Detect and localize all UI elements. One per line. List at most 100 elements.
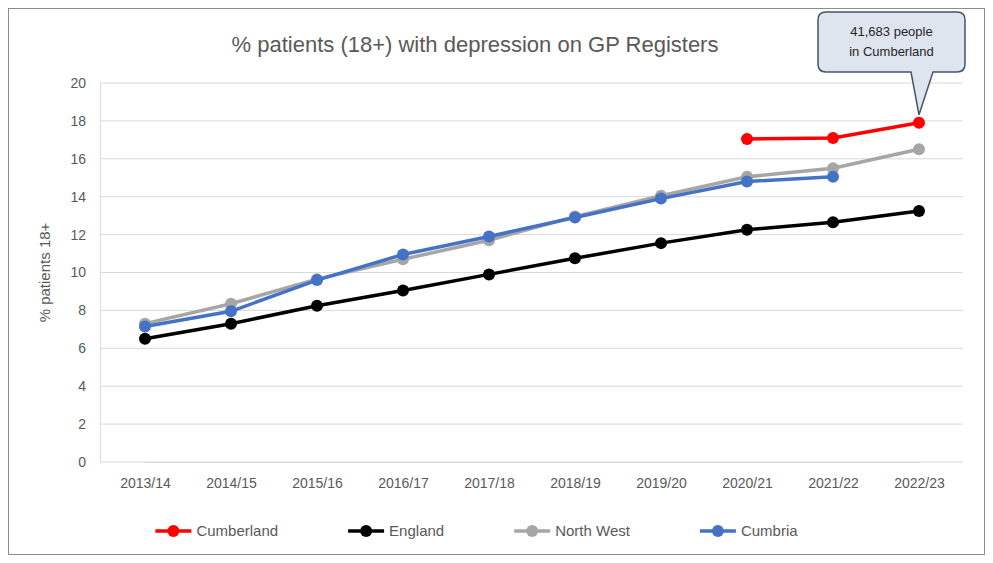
y-tick: 4	[78, 378, 100, 394]
y-axis-title: % patients 18+	[36, 222, 53, 322]
chart-frame	[9, 9, 985, 555]
y-tick-label: 20	[70, 75, 86, 91]
point-marker	[311, 274, 323, 286]
legend-marker	[526, 525, 538, 537]
y-axis-line	[100, 84, 101, 463]
point-marker	[913, 205, 925, 217]
x-tick: 2020/21	[722, 462, 773, 491]
y-tick: 12	[70, 227, 100, 243]
y-tick: 16	[70, 151, 100, 167]
legend-item: Cumbria	[700, 522, 798, 539]
grid-line	[100, 462, 963, 463]
x-tick-label: 2015/16	[292, 475, 343, 491]
x-tick-label: 2018/19	[550, 475, 601, 491]
y-tick: 18	[70, 113, 100, 129]
x-tick: 2014/15	[206, 462, 257, 491]
series-line	[145, 177, 833, 327]
x-tick: 2013/14	[120, 462, 171, 491]
legend: Cumberland England North West Cumbria	[155, 522, 798, 539]
y-tick-label: 16	[70, 151, 86, 167]
annotation-text: 41,683 people	[850, 24, 932, 39]
y-tick-label: 8	[78, 302, 86, 318]
y-tick-label: 14	[70, 189, 86, 205]
grid	[100, 83, 963, 462]
point-marker	[827, 171, 839, 183]
plot-area	[139, 117, 925, 345]
x-tick-label: 2017/18	[464, 475, 515, 491]
grid-line	[100, 83, 963, 84]
y-tick-label: 4	[78, 378, 86, 394]
point-marker	[225, 305, 237, 317]
y-axis: 0 2 4 6 8 10 12 14 16 18 20	[70, 75, 100, 470]
x-axis: 2013/14 2014/15 2015/16 2016/17 2017/18 2018/…	[120, 462, 945, 491]
annotation-text: in Cumberland	[849, 44, 934, 59]
x-tick: 2015/16	[292, 462, 343, 491]
point-marker	[311, 300, 323, 312]
legend-label: England	[389, 522, 444, 539]
grid-line	[100, 424, 963, 425]
legend-marker	[712, 525, 724, 537]
x-tick: 2018/19	[550, 462, 601, 491]
point-marker	[483, 268, 495, 280]
x-tick: 2016/17	[378, 462, 429, 491]
grid-line	[100, 196, 963, 197]
x-tick-label: 2022/23	[894, 475, 945, 491]
y-tick-label: 10	[70, 264, 86, 280]
y-tick: 14	[70, 189, 100, 205]
x-tick-label: 2013/14	[120, 475, 171, 491]
point-marker	[913, 143, 925, 155]
legend-label: Cumberland	[196, 522, 278, 539]
title: % patients (18+) with depression on GP R…	[232, 32, 719, 57]
legend-item: Cumberland	[155, 522, 278, 539]
y-tick-label: 12	[70, 227, 86, 243]
callout-box	[818, 12, 965, 115]
x-tick: 2019/20	[636, 462, 687, 491]
grid-line	[100, 348, 963, 349]
point-marker	[655, 237, 667, 249]
x-tick: 2021/22	[808, 462, 859, 491]
legend-item: North West	[514, 522, 631, 539]
y-tick: 2	[78, 416, 100, 432]
point-marker	[397, 285, 409, 297]
y-tick: 20	[70, 75, 100, 91]
point-marker	[483, 230, 495, 242]
y-tick: 10	[70, 264, 100, 280]
point-marker	[741, 176, 753, 188]
point-marker	[569, 212, 581, 224]
point-marker	[741, 224, 753, 236]
point-marker	[311, 273, 323, 285]
point-marker	[827, 132, 839, 144]
grid-line	[100, 158, 963, 159]
grid-line	[100, 272, 963, 273]
x-tick-label: 2020/21	[722, 475, 773, 491]
legend-label: Cumbria	[741, 522, 798, 539]
point-marker	[139, 321, 151, 333]
y-tick: 8	[78, 302, 100, 318]
x-tick-label: 2016/17	[378, 475, 429, 491]
x-tick-label: 2019/20	[636, 475, 687, 491]
point-marker	[569, 252, 581, 264]
series-line	[145, 149, 919, 323]
y-tick-label: 2	[78, 416, 86, 432]
point-marker	[827, 216, 839, 228]
legend-label: North West	[555, 522, 631, 539]
grid-line	[100, 386, 963, 387]
y-tick-label: 0	[78, 454, 86, 470]
y-tick: 0	[78, 454, 100, 470]
point-marker	[139, 333, 151, 345]
grid-line	[100, 234, 963, 235]
chart: % patients (18+) with depression on GP R…	[0, 0, 993, 563]
y-tick: 6	[78, 340, 100, 356]
point-marker	[655, 193, 667, 205]
y-tick-label: 6	[78, 340, 86, 356]
x-tick: 2017/18	[464, 462, 515, 491]
legend-marker	[360, 525, 372, 537]
point-marker	[741, 133, 753, 145]
point-marker	[569, 211, 581, 223]
legend-item: England	[348, 522, 444, 539]
x-axis-line	[146, 462, 920, 463]
x-tick-label: 2021/22	[808, 475, 859, 491]
y-tick-label: 18	[70, 113, 86, 129]
point-marker	[397, 248, 409, 260]
grid-line	[100, 120, 963, 121]
